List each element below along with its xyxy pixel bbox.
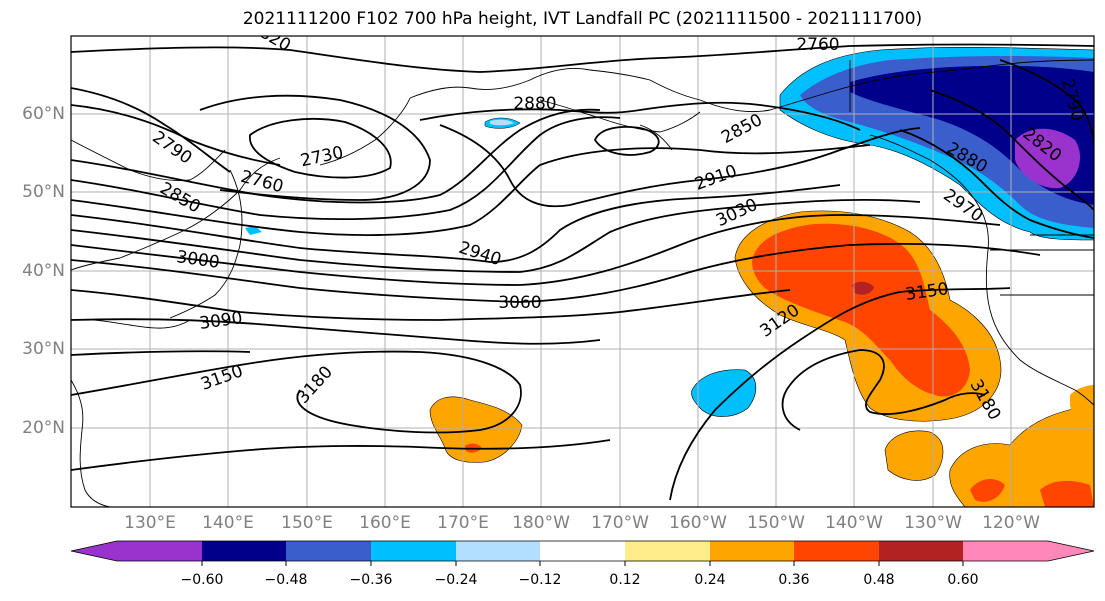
lon-label: 130°W bbox=[904, 513, 962, 533]
lon-label: 170°E bbox=[437, 513, 489, 533]
colorbar-segment bbox=[540, 541, 625, 561]
colorbar-segment bbox=[202, 541, 286, 561]
colorbar-segment bbox=[371, 541, 456, 561]
colorbar-tick-label: −0.24 bbox=[434, 572, 478, 588]
contour-label: 2880 bbox=[513, 94, 556, 114]
colorbar-tick-label: −0.12 bbox=[518, 572, 562, 588]
lon-label: 130°E bbox=[124, 513, 176, 533]
colorbar-segment bbox=[625, 541, 710, 561]
lon-label: 140°W bbox=[825, 513, 883, 533]
colorbar-segment bbox=[794, 541, 879, 561]
colorbar-tick-label: 0.60 bbox=[947, 572, 979, 588]
colorbar-segment bbox=[963, 541, 1048, 561]
colorbar-tick-label: −0.48 bbox=[264, 572, 308, 588]
lon-label: 120°W bbox=[982, 513, 1040, 533]
lon-label: 160°E bbox=[359, 513, 411, 533]
colorbar-segment bbox=[456, 541, 540, 561]
colorbar-segment bbox=[1048, 541, 1094, 561]
map-gridlines bbox=[71, 36, 1094, 507]
lon-label: 170°W bbox=[591, 513, 649, 533]
lon-label: 180°W bbox=[512, 513, 570, 533]
colorbar-tick-label: 0.48 bbox=[863, 572, 895, 588]
colorbar-tick-label: 0.36 bbox=[778, 572, 810, 588]
colorbar-segment bbox=[879, 541, 963, 561]
colorbar-segment bbox=[286, 541, 371, 561]
lat-label: 30°N bbox=[22, 339, 65, 359]
lat-label: 40°N bbox=[22, 261, 65, 281]
colorbar-outline bbox=[70, 540, 1095, 562]
colorbar bbox=[70, 540, 1095, 566]
height-contours bbox=[71, 43, 1094, 501]
lat-label: 50°N bbox=[22, 182, 65, 202]
lat-label: 60°N bbox=[22, 104, 65, 124]
lon-label: 150°E bbox=[281, 513, 333, 533]
contour-label: 2760 bbox=[796, 35, 839, 55]
colorbar-tick-label: 0.24 bbox=[694, 572, 726, 588]
colorbar-segment bbox=[117, 541, 202, 561]
colorbar-tick-label: −0.36 bbox=[349, 572, 393, 588]
lon-label: 150°W bbox=[747, 513, 805, 533]
colorbar-segment bbox=[710, 541, 794, 561]
figure-title: 2021111200 F102 700 hPa height, IVT Land… bbox=[242, 9, 923, 29]
colorbar-tick-label: −0.60 bbox=[180, 572, 224, 588]
colorbar-tick-label: 0.12 bbox=[609, 572, 641, 588]
colorbar-segment bbox=[71, 541, 117, 561]
contour-label: 3060 bbox=[498, 293, 541, 313]
lon-label: 140°E bbox=[202, 513, 254, 533]
map-frame bbox=[70, 35, 1095, 508]
lat-label: 20°N bbox=[22, 418, 65, 438]
lon-label: 160°W bbox=[669, 513, 727, 533]
positive-ivt-shading bbox=[429, 210, 1094, 507]
